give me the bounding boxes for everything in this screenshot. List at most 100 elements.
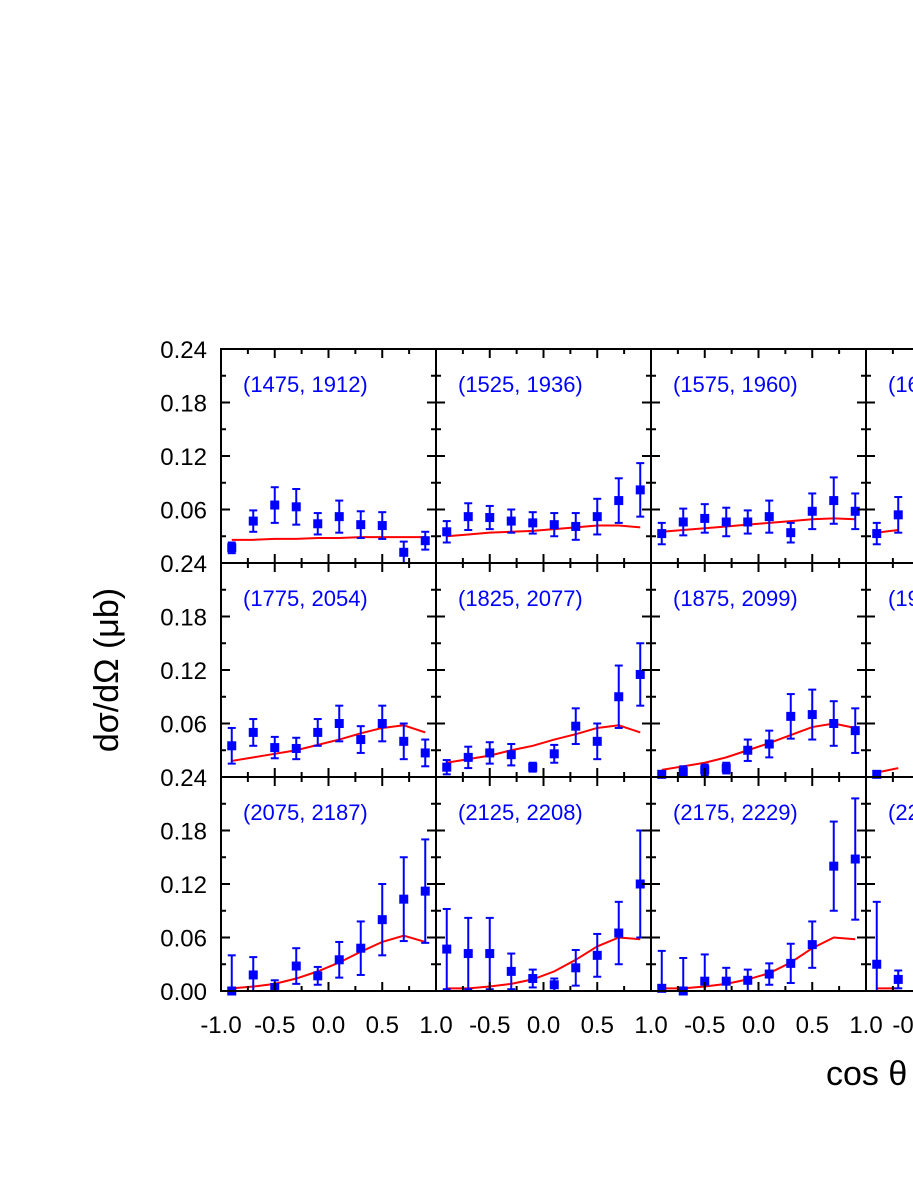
data-point [635,669,645,679]
y-tick-label: 0.24 [160,765,207,792]
data-point [571,521,581,531]
panel-6: (1875, 2099) [657,586,860,779]
data-point [571,721,581,731]
data-point [313,727,323,737]
data-point [506,966,516,976]
data-point [248,727,258,737]
x-tick-label: 1.0 [634,1012,667,1039]
x-tick-label: 1.0 [419,1012,452,1039]
y-tick-label: 0.06 [160,926,207,953]
panel-4: (1775, 2054) [227,586,430,768]
y-tick-label: 0.06 [160,498,207,525]
data-point [872,529,882,539]
x-tick-label: 1.0 [849,1012,882,1039]
data-point [614,692,624,702]
y-axis-title: dσ/dΩ (μb) [88,588,126,752]
y-tick-label: 0.12 [160,658,207,685]
data-point [485,748,495,758]
data-point [872,959,882,969]
data-point [356,943,366,953]
data-point [571,963,581,973]
model-curve [446,724,641,764]
data-point [227,543,237,553]
x-tick-label: 0.5 [796,1012,829,1039]
data-point [248,970,258,980]
data-point [377,521,387,531]
plot-area: (1475, 1912) (1525, 1936) (1575, 1960) (162… [160,337,913,1039]
data-point [399,894,409,904]
data-point [248,516,258,526]
x-tick-label: -0.5 [254,1012,295,1039]
data-point [614,928,624,938]
data-point [850,506,860,516]
data-point [291,743,301,753]
y-tick-label: 0.18 [160,391,207,418]
data-point [592,950,602,960]
panel-label: (1775, 2054) [243,586,368,611]
data-point [420,536,430,546]
panel-label: (1875, 2099) [673,586,798,611]
model-curve [231,536,426,541]
data-point [463,752,473,762]
y-tick-label: 0.00 [160,979,207,1006]
x-tick-label: 0.0 [312,1012,345,1039]
y-tick-label: 0.24 [160,337,207,364]
panel-label: (1825, 2077) [458,586,583,611]
panel-label: (1475, 1912) [243,372,368,397]
data-point [700,513,710,523]
data-point [270,500,280,510]
data-point [678,517,688,527]
panel-2: (1575, 1960) [657,372,860,546]
panel-1: (1525, 1936) [442,372,645,544]
panel-label: (2225, 2250) [888,800,913,825]
data-point [313,971,323,981]
data-point [313,519,323,529]
x-tick-label: 0.5 [581,1012,614,1039]
data-point [700,976,710,986]
data-point [850,854,860,864]
data-point [764,739,774,749]
x-tick-label: 0.5 [366,1012,399,1039]
data-point [635,485,645,495]
panel-label: (1575, 1960) [673,372,798,397]
data-point [764,969,774,979]
data-point [721,976,731,986]
panel-7: (1925, 2121) [872,586,913,779]
data-point [549,980,559,990]
data-point [334,719,344,728]
data-point [291,502,301,512]
data-point [657,983,667,993]
panel-9: (2125, 2208) [442,800,645,992]
y-tick-label: 0.12 [160,872,207,899]
data-point [528,974,538,984]
model-curve [446,524,641,538]
y-tick-label: 0.12 [160,444,207,471]
data-point [356,520,366,530]
data-point [442,762,452,772]
data-point [807,940,817,950]
model-curve [231,724,426,762]
data-point [463,949,473,959]
model-curve [661,936,856,990]
data-point [678,767,688,777]
panel-label: (1625, 1984) [888,372,913,397]
data-point [592,512,602,522]
data-point [291,961,301,971]
data-point [807,710,817,720]
data-point [829,861,839,871]
panel-8: (2075, 2187) [227,800,430,996]
data-point [786,958,796,968]
panel-3: (1625, 1984) [872,372,913,546]
data-point [786,711,796,721]
data-point [829,719,839,728]
panel-label: (1525, 1936) [458,372,583,397]
data-point [893,974,903,984]
data-point [356,735,366,745]
data-point [635,879,645,889]
data-point [872,769,882,779]
data-point [614,496,624,506]
data-point [528,762,538,772]
model-curve [446,936,641,990]
data-point [657,529,667,539]
